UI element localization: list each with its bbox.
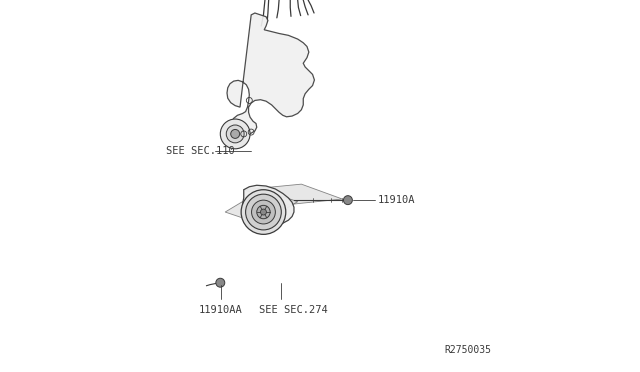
Circle shape [252, 200, 275, 224]
Circle shape [227, 125, 244, 143]
Circle shape [216, 278, 225, 287]
Circle shape [257, 205, 270, 219]
Polygon shape [225, 190, 298, 224]
Text: SEE SEC.274: SEE SEC.274 [259, 305, 328, 314]
Text: SEE SEC.110: SEE SEC.110 [166, 146, 234, 155]
Polygon shape [244, 184, 342, 205]
Circle shape [260, 209, 266, 215]
Polygon shape [227, 13, 314, 135]
Text: R2750035: R2750035 [444, 345, 491, 355]
Circle shape [246, 194, 282, 230]
Circle shape [231, 129, 239, 138]
Circle shape [220, 119, 250, 149]
Circle shape [241, 190, 286, 234]
Text: 11910A: 11910A [378, 195, 415, 205]
Polygon shape [243, 185, 294, 226]
Circle shape [344, 196, 353, 205]
Text: 11910AA: 11910AA [199, 305, 243, 314]
